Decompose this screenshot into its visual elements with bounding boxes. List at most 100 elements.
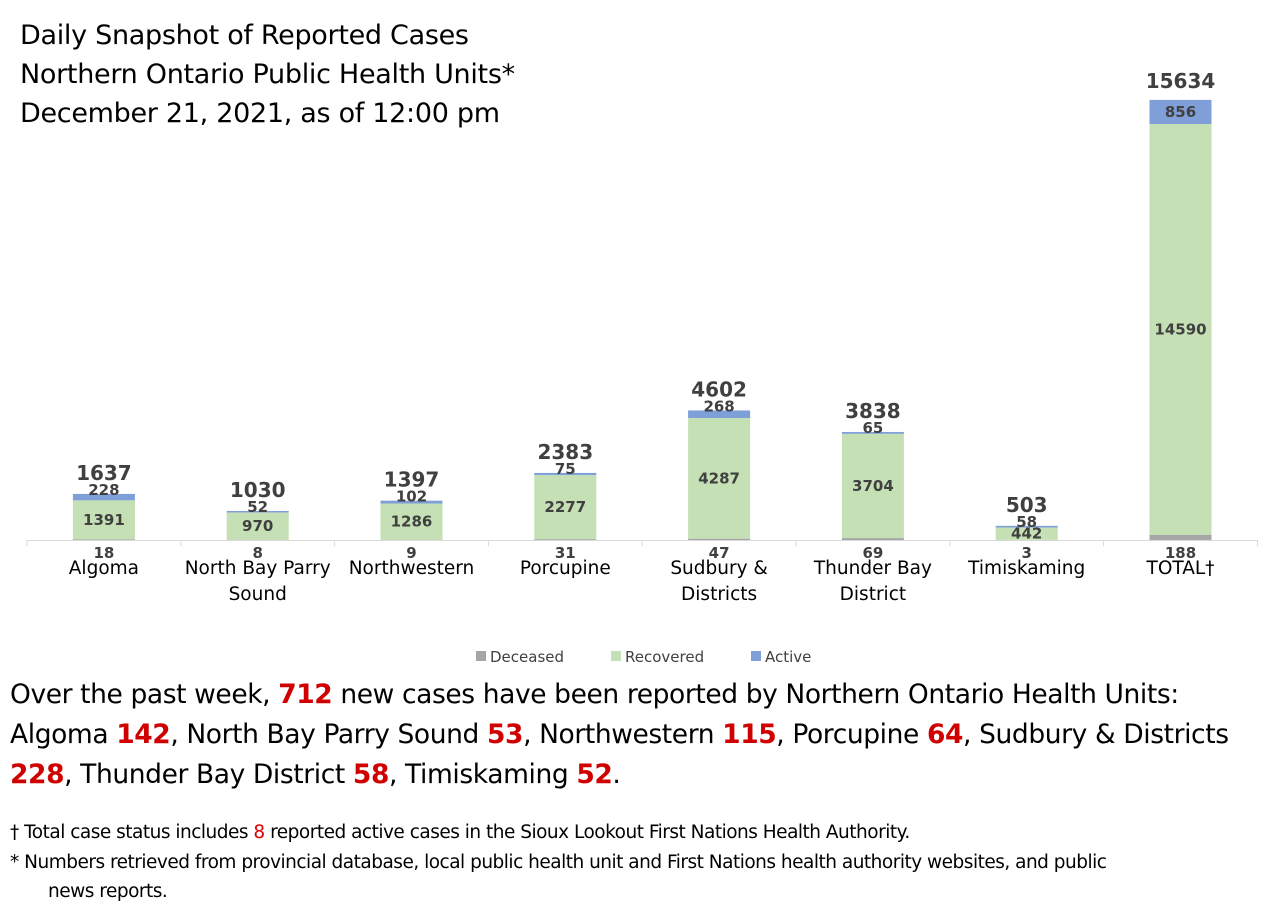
legend-label-deceased: Deceased <box>490 648 564 666</box>
bar-recovered <box>841 433 904 539</box>
legend-swatch-active <box>751 651 761 661</box>
bar-active <box>380 500 443 504</box>
x-tick-label: Algoma <box>69 558 139 579</box>
bar-active <box>226 511 289 513</box>
data-label-recovered: 14590 <box>1154 320 1206 338</box>
title-line-1: Daily Snapshot of Reported Cases <box>20 20 469 51</box>
data-label-deceased: 8 <box>252 544 262 562</box>
x-tick-label: Northwestern <box>349 558 475 579</box>
data-label-total: 503 <box>1006 493 1048 517</box>
title-line-2: Northern Ontario Public Health Units* <box>20 59 515 90</box>
x-tick-label: Thunder Bay <box>813 558 932 579</box>
bar-recovered <box>226 512 289 540</box>
data-label-active: 75 <box>555 460 576 478</box>
data-label-recovered: 3704 <box>852 477 894 495</box>
data-label-total: 15634 <box>1146 69 1216 93</box>
summary-text: . <box>612 759 621 790</box>
legend-label-active: Active <box>765 648 811 666</box>
data-label-deceased: 69 <box>862 544 883 562</box>
x-tick-label: Districts <box>681 584 757 605</box>
footnote-star-line-2: news reports. <box>48 881 168 902</box>
legend-label-recovered: Recovered <box>625 648 704 666</box>
data-label-active: 58 <box>1016 513 1037 531</box>
summary-count: 712 <box>278 679 333 710</box>
summary-text: , Thunder Bay District <box>64 759 353 790</box>
bar-active <box>1149 99 1212 124</box>
summary-text: , Porcupine <box>776 719 927 750</box>
legend-swatch-recovered <box>611 651 621 661</box>
bar-deceased <box>72 539 135 540</box>
x-tick-label: District <box>840 584 906 605</box>
data-label-deceased: 18 <box>93 544 114 562</box>
summary-text: , Sudbury & Districts <box>963 719 1229 750</box>
bar-active <box>841 431 904 434</box>
summary-count: 53 <box>486 719 524 750</box>
data-label-recovered: 1391 <box>83 511 125 529</box>
data-label-active: 65 <box>862 419 883 437</box>
x-tick-label: TOTAL† <box>1146 558 1215 579</box>
footnote-dagger-suffix: reported active cases in the Sioux Looko… <box>264 822 910 843</box>
summary-count: 142 <box>116 719 171 750</box>
data-label-deceased: 9 <box>406 544 416 562</box>
x-tick-label: Timiskaming <box>967 558 1085 579</box>
data-label-recovered: 442 <box>1011 525 1042 543</box>
summary-count: 228 <box>10 759 65 790</box>
weekly-summary: Over the past week, 712 new cases have b… <box>10 675 1272 795</box>
bar-active <box>72 493 135 501</box>
footnotes: † Total case status includes 8 reported … <box>10 818 1272 907</box>
data-label-active: 856 <box>1165 103 1196 121</box>
data-label-deceased: 188 <box>1165 544 1196 562</box>
data-label-deceased: 47 <box>709 544 730 562</box>
data-label-total: 3838 <box>845 399 901 423</box>
summary-text: new cases have been reported by Northern… <box>10 679 1179 750</box>
bar-recovered <box>72 500 135 540</box>
title-line-3: December 21, 2021, as of 12:00 pm <box>20 98 500 129</box>
x-tick-label: Sudbury & <box>670 558 768 579</box>
bar-active <box>995 525 1058 528</box>
data-label-active: 268 <box>703 397 734 415</box>
x-tick-label: Porcupine <box>520 558 611 579</box>
bar-recovered <box>688 417 751 539</box>
footnote-dagger-prefix: † Total case status includes <box>10 822 254 843</box>
bar-deceased <box>1149 534 1212 540</box>
summary-text: , North Bay Parry Sound <box>170 719 487 750</box>
data-label-total: 4602 <box>691 377 747 401</box>
legend-swatch-deceased <box>476 651 486 661</box>
data-label-total: 2383 <box>537 440 593 464</box>
summary-text: Over the past week, <box>10 679 279 710</box>
summary-text: , Timiskaming <box>389 759 577 790</box>
footnote-dagger-number: 8 <box>253 822 265 843</box>
footnote-dagger: † Total case status includes 8 reported … <box>10 818 1272 848</box>
data-label-active: 228 <box>88 481 119 499</box>
bar-recovered <box>1149 123 1212 535</box>
summary-count: 64 <box>926 719 964 750</box>
x-tick-label: North Bay Parry <box>185 558 331 579</box>
bar-active <box>534 472 597 476</box>
bar-deceased <box>534 539 597 540</box>
data-label-deceased: 31 <box>555 544 576 562</box>
data-label-recovered: 2277 <box>544 498 586 516</box>
data-label-deceased: 3 <box>1021 544 1031 562</box>
chart-title: Daily Snapshot of Reported Cases Norther… <box>20 16 515 133</box>
data-label-active: 52 <box>247 498 268 516</box>
data-label-recovered: 970 <box>242 517 273 535</box>
data-label-total: 1030 <box>230 478 286 502</box>
summary-text: , Northwestern <box>523 719 723 750</box>
data-label-total: 1637 <box>76 461 132 485</box>
footnote-star-line-1: * Numbers retrieved from provincial data… <box>10 851 1107 873</box>
data-label-total: 1397 <box>384 468 440 492</box>
bar-recovered <box>380 503 443 540</box>
data-label-recovered: 1286 <box>391 513 433 531</box>
bar-deceased <box>841 538 904 540</box>
bar-recovered <box>995 527 1058 540</box>
bar-deceased <box>688 538 751 540</box>
summary-count: 52 <box>576 759 613 790</box>
bar-active <box>688 410 751 418</box>
summary-count: 58 <box>352 759 389 790</box>
x-tick-label: Sound <box>229 584 287 605</box>
data-label-active: 102 <box>396 488 427 506</box>
bar-recovered <box>534 475 597 540</box>
summary-count: 115 <box>722 719 777 750</box>
data-label-recovered: 4287 <box>698 469 740 487</box>
